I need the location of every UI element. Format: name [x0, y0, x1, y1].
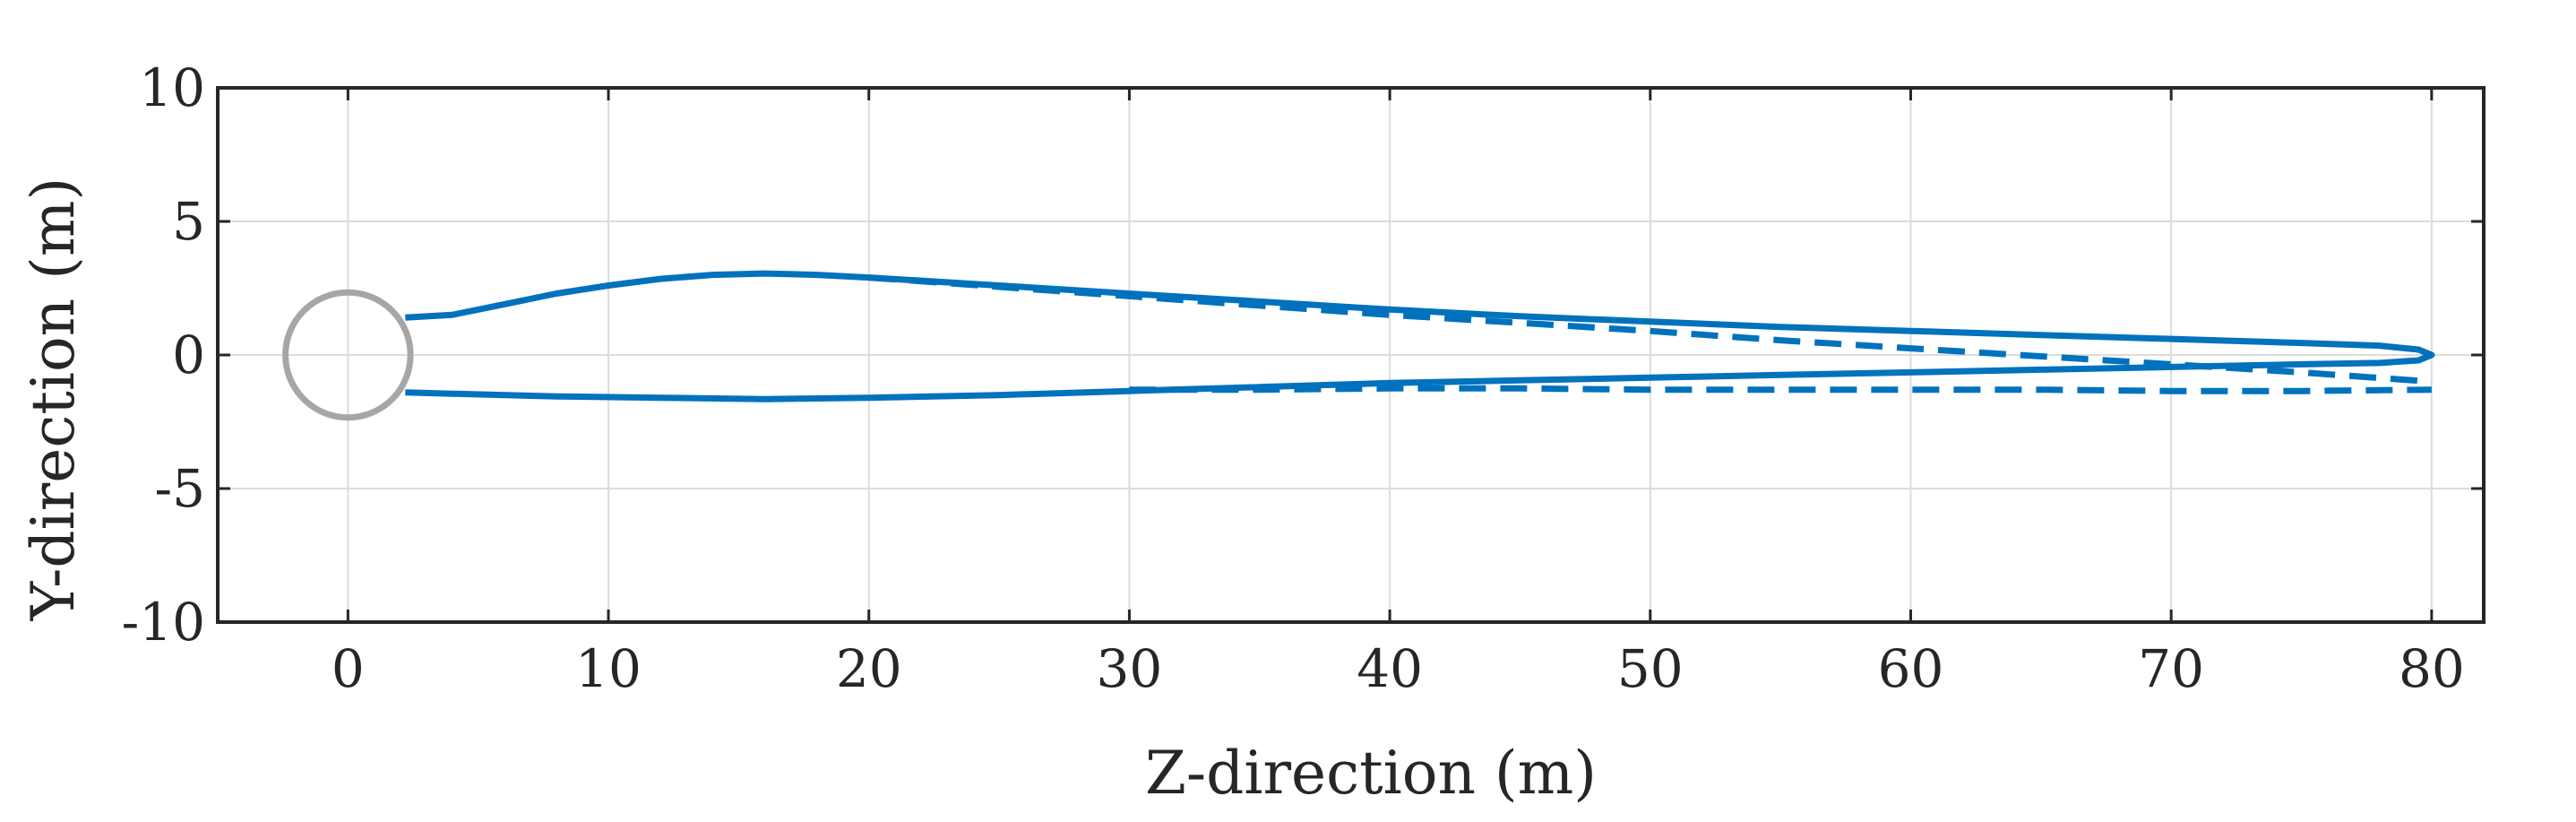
series-line-1-solid	[405, 270, 2435, 402]
x-tick-label: 80	[2399, 638, 2465, 699]
x-tick-label: 40	[1357, 638, 1423, 699]
series-line-3-dashed	[1129, 385, 2432, 394]
x-tick-label: 20	[836, 638, 902, 699]
x-tick-label: 10	[575, 638, 642, 699]
x-tick-label: 60	[1878, 638, 1944, 699]
axes	[216, 86, 2486, 624]
y-tick-label: -10	[122, 592, 205, 653]
x-tick-label: 50	[1617, 638, 1684, 699]
x-tick-label: 0	[332, 638, 365, 699]
y-tick-label: 0	[172, 324, 205, 385]
x-axis-title: Z-direction (m)	[1145, 739, 1597, 808]
grid-lines	[218, 87, 2484, 623]
x-tick-label: 30	[1097, 638, 1163, 699]
circle-marker	[282, 289, 414, 421]
y-tick-label: 5	[172, 191, 205, 252]
x-tick-label: 70	[2138, 638, 2204, 699]
series-line-2-dashed	[868, 274, 2433, 385]
plot-series	[282, 270, 2435, 421]
y-tick-label: 10	[139, 57, 205, 118]
y-axis-title: Y-direction (m)	[19, 177, 88, 621]
y-tick-label: -5	[155, 458, 206, 519]
